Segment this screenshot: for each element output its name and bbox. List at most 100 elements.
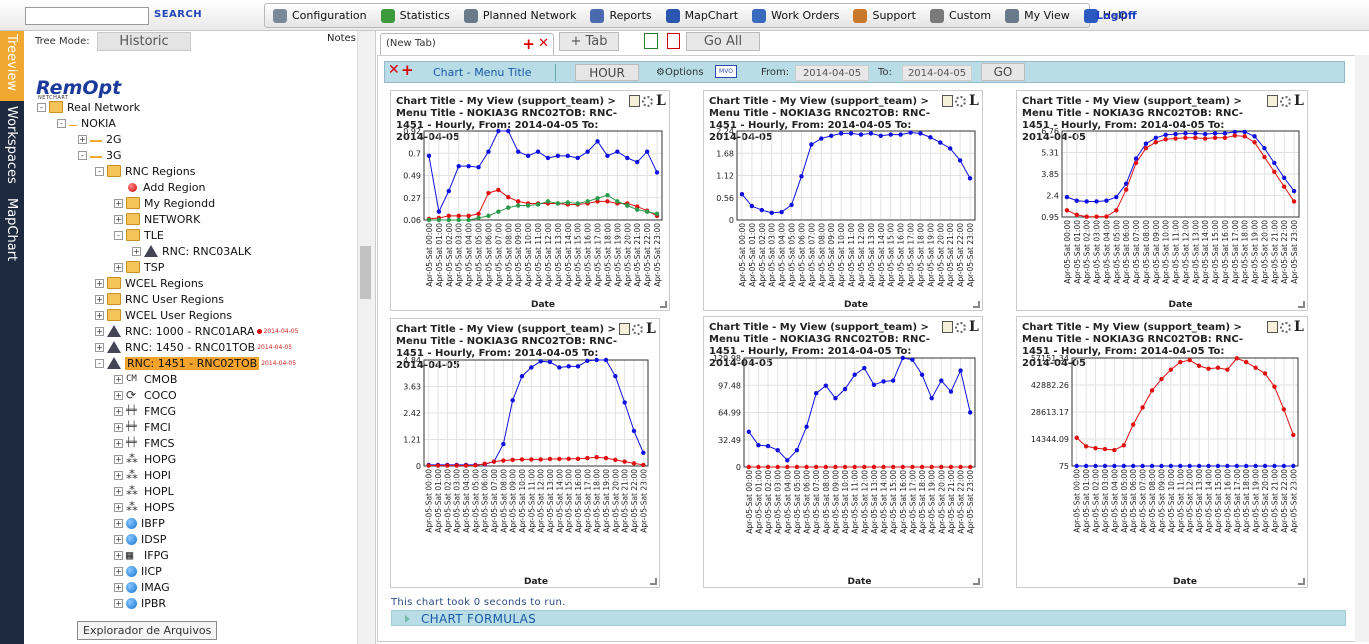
data-point[interactable] bbox=[804, 464, 809, 470]
expand-icon[interactable]: + bbox=[114, 566, 123, 576]
menu-configuration[interactable]: Configuration bbox=[273, 8, 367, 23]
data-point[interactable] bbox=[557, 365, 562, 370]
data-point[interactable] bbox=[842, 464, 848, 470]
data-point[interactable] bbox=[585, 358, 590, 364]
data-point[interactable] bbox=[565, 153, 570, 159]
data-point[interactable] bbox=[1163, 137, 1168, 142]
data-point[interactable] bbox=[445, 463, 450, 468]
data-point[interactable] bbox=[813, 464, 819, 470]
data-point[interactable] bbox=[435, 463, 441, 468]
tree-node[interactable]: + ⁂ HOPI bbox=[114, 467, 171, 483]
data-point[interactable] bbox=[625, 155, 630, 161]
data-point[interactable] bbox=[1225, 463, 1230, 469]
data-point[interactable] bbox=[1173, 131, 1178, 137]
collapse-icon[interactable]: - bbox=[57, 118, 66, 128]
data-point[interactable] bbox=[1093, 463, 1098, 469]
tab-close-icon[interactable]: ✕ bbox=[538, 36, 549, 51]
tree-node[interactable]: - RNC: 1451 - RNC02TOB 2014-04-05 bbox=[95, 355, 296, 371]
tree-node[interactable]: + ╪╪ FMCG bbox=[114, 403, 176, 419]
data-point[interactable] bbox=[1215, 463, 1221, 469]
data-point[interactable] bbox=[1183, 135, 1188, 141]
data-point[interactable] bbox=[463, 463, 469, 468]
tree-node[interactable]: + IMAG bbox=[114, 579, 170, 595]
data-point[interactable] bbox=[1244, 463, 1249, 469]
data-point[interactable] bbox=[1232, 133, 1238, 138]
data-point[interactable] bbox=[1133, 156, 1139, 161]
menu-support[interactable]: Support bbox=[853, 8, 916, 23]
data-point[interactable] bbox=[1131, 422, 1136, 427]
data-point[interactable] bbox=[769, 210, 774, 216]
go-button[interactable]: GO bbox=[981, 63, 1025, 81]
menu-work-orders[interactable]: Work Orders bbox=[752, 8, 839, 23]
expand-icon[interactable]: + bbox=[114, 262, 123, 272]
toolbar-add-icon[interactable]: + bbox=[401, 61, 414, 79]
collapse-icon[interactable]: - bbox=[114, 230, 123, 240]
data-point[interactable] bbox=[1123, 187, 1129, 192]
tree-node[interactable]: + ⟳ COCO bbox=[114, 387, 177, 403]
tree-node[interactable]: + IBFP bbox=[114, 515, 165, 531]
data-point[interactable] bbox=[878, 133, 883, 138]
search-button[interactable]: SEARCH bbox=[154, 9, 203, 20]
data-point[interactable] bbox=[538, 359, 543, 364]
data-point[interactable] bbox=[1272, 160, 1277, 166]
data-point[interactable] bbox=[446, 213, 451, 219]
data-point[interactable] bbox=[496, 128, 501, 134]
data-point[interactable] bbox=[1242, 129, 1247, 135]
data-point[interactable] bbox=[565, 200, 570, 205]
data-point[interactable] bbox=[622, 400, 627, 405]
data-point[interactable] bbox=[585, 199, 590, 204]
menu-statistics[interactable]: Statistics bbox=[380, 8, 450, 23]
data-point[interactable] bbox=[1253, 365, 1258, 370]
data-point[interactable] bbox=[1140, 463, 1145, 469]
data-point[interactable] bbox=[890, 464, 896, 470]
data-point[interactable] bbox=[862, 464, 867, 470]
data-point[interactable] bbox=[939, 378, 944, 383]
go-all-button[interactable]: Go All bbox=[686, 32, 760, 51]
data-point[interactable] bbox=[1242, 134, 1247, 139]
data-point[interactable] bbox=[1112, 447, 1117, 453]
data-point[interactable] bbox=[819, 136, 824, 141]
data-point[interactable] bbox=[525, 153, 531, 159]
data-point[interactable] bbox=[595, 196, 600, 201]
tree-node[interactable]: + IDSP bbox=[114, 531, 166, 547]
data-point[interactable] bbox=[575, 364, 581, 369]
data-point[interactable] bbox=[948, 389, 954, 394]
data-point[interactable] bbox=[789, 202, 794, 208]
data-point[interactable] bbox=[1074, 435, 1079, 440]
data-point[interactable] bbox=[496, 209, 501, 214]
data-point[interactable] bbox=[1196, 363, 1202, 369]
data-point[interactable] bbox=[794, 464, 800, 470]
data-point[interactable] bbox=[900, 355, 906, 361]
data-point[interactable] bbox=[555, 201, 561, 206]
data-point[interactable] bbox=[908, 130, 913, 135]
data-point[interactable] bbox=[473, 463, 478, 468]
data-point[interactable] bbox=[1074, 463, 1079, 469]
chart-edit-icon[interactable] bbox=[1267, 95, 1278, 107]
search-input[interactable] bbox=[25, 7, 149, 25]
data-point[interactable] bbox=[547, 456, 553, 462]
data-point[interactable] bbox=[1262, 371, 1268, 376]
data-point[interactable] bbox=[775, 448, 780, 453]
data-point[interactable] bbox=[644, 209, 650, 214]
data-point[interactable] bbox=[1074, 198, 1080, 203]
data-point[interactable] bbox=[525, 203, 531, 208]
data-point[interactable] bbox=[613, 457, 618, 463]
chart-resize-handle[interactable] bbox=[973, 578, 980, 585]
data-point[interactable] bbox=[1202, 136, 1208, 141]
data-point[interactable] bbox=[1133, 160, 1139, 166]
data-point[interactable] bbox=[555, 153, 561, 159]
data-point[interactable] bbox=[456, 213, 461, 219]
data-point[interactable] bbox=[635, 159, 640, 165]
data-point[interactable] bbox=[1084, 214, 1089, 219]
data-point[interactable] bbox=[1168, 367, 1174, 372]
data-point[interactable] bbox=[1159, 376, 1164, 382]
expand-icon[interactable]: + bbox=[114, 534, 123, 544]
data-point[interactable] bbox=[486, 213, 491, 219]
data-point[interactable] bbox=[1206, 366, 1211, 371]
data-point[interactable] bbox=[482, 461, 487, 467]
data-point[interactable] bbox=[594, 455, 599, 460]
data-point[interactable] bbox=[756, 442, 761, 448]
data-point[interactable] bbox=[605, 153, 610, 159]
data-point[interactable] bbox=[1114, 194, 1119, 200]
menu-reports[interactable]: Reports bbox=[590, 8, 652, 23]
